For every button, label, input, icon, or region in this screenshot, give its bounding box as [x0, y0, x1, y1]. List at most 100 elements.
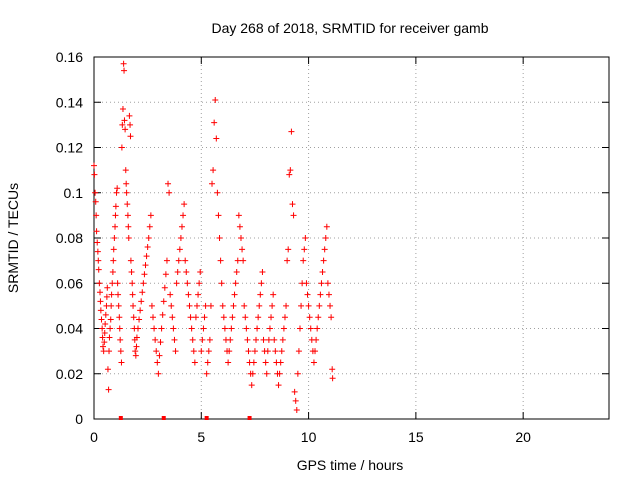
- data-point: [303, 280, 310, 287]
- data-point: [315, 314, 322, 321]
- data-point: [317, 291, 324, 298]
- data-point: [288, 128, 295, 135]
- data-point: [234, 257, 241, 264]
- data-point: [94, 248, 101, 255]
- x-tick-label: 15: [408, 429, 424, 445]
- data-point: [258, 280, 265, 287]
- data-point: [109, 280, 116, 287]
- data-point: [119, 106, 126, 113]
- data-point: [286, 171, 293, 178]
- data-point: [289, 201, 296, 208]
- data-point: [306, 314, 313, 321]
- data-point: [204, 359, 211, 366]
- data-point: [115, 302, 122, 309]
- data-point: [178, 223, 185, 230]
- data-point: [297, 325, 303, 332]
- data-point: [304, 291, 311, 298]
- data-point: [321, 246, 328, 253]
- data-point: [123, 189, 130, 196]
- data-point: [300, 257, 307, 264]
- data-point: [307, 325, 314, 332]
- data-point: [221, 325, 228, 332]
- data-point: [130, 314, 137, 321]
- data-point: [113, 189, 120, 196]
- data-point: [112, 212, 119, 219]
- data-point: [214, 189, 221, 196]
- data-point: [118, 144, 125, 151]
- data-point: [201, 314, 208, 321]
- data-point: [240, 257, 247, 264]
- data-point: [264, 348, 271, 355]
- data-point: [209, 180, 216, 187]
- data-point: [314, 325, 321, 332]
- grid: [94, 57, 609, 419]
- data-point: [105, 386, 112, 393]
- data-point: [319, 268, 326, 275]
- data-point: [121, 117, 128, 124]
- data-point: [295, 348, 302, 355]
- data-point: [239, 246, 246, 253]
- data-point: [266, 325, 273, 332]
- data-point: [236, 223, 243, 230]
- data-point: [148, 302, 155, 309]
- data-point: [243, 325, 250, 332]
- data-point: [215, 212, 222, 219]
- data-point: [248, 382, 255, 389]
- data-point: [121, 67, 128, 74]
- data-point: [291, 388, 298, 395]
- data-point: [184, 280, 191, 287]
- data-point: [255, 314, 262, 321]
- data-point: [302, 235, 309, 241]
- data-point: [122, 167, 129, 174]
- data-point: [253, 336, 260, 343]
- data-point: [107, 316, 114, 323]
- zero-marker: [204, 416, 209, 420]
- data-point: [294, 370, 301, 377]
- data-point: [301, 246, 308, 253]
- data-point: [181, 201, 188, 208]
- data-point: [199, 336, 206, 343]
- data-point: [147, 212, 154, 219]
- data-point: [207, 302, 214, 309]
- data-point: [269, 302, 276, 309]
- data-point: [107, 325, 114, 332]
- data-point: [101, 339, 108, 346]
- data-point: [120, 60, 127, 67]
- data-point: [279, 336, 286, 343]
- data-point: [150, 314, 157, 321]
- data-point: [145, 235, 152, 241]
- data-point: [325, 291, 332, 298]
- plot-frame: [93, 56, 610, 420]
- chart-title: Day 268 of 2018, SRMTID for receiver gam…: [211, 20, 488, 36]
- data-point: [133, 343, 140, 350]
- data-point: [112, 203, 119, 210]
- data-point: [122, 126, 129, 133]
- data-point: [265, 336, 272, 343]
- data-point: [329, 366, 336, 373]
- data-point: [218, 280, 225, 287]
- data-point: [143, 253, 150, 260]
- data-point: [242, 314, 249, 321]
- data-points: [91, 60, 336, 420]
- data-point: [151, 325, 158, 332]
- data-point: [206, 336, 213, 343]
- data-point: [129, 280, 136, 287]
- data-point: [244, 336, 251, 343]
- data-point: [305, 302, 312, 309]
- x-tick-label: 5: [197, 429, 205, 445]
- data-point: [237, 235, 244, 241]
- data-point: [290, 212, 297, 219]
- data-point: [158, 325, 165, 332]
- x-axis-label: GPS time / hours: [297, 457, 404, 473]
- y-tick-label: 0.14: [56, 94, 83, 110]
- data-point: [156, 352, 163, 359]
- data-point: [173, 280, 180, 287]
- data-point: [198, 348, 205, 355]
- data-point: [142, 262, 149, 269]
- data-point: [250, 359, 257, 366]
- data-point: [171, 336, 178, 343]
- data-point: [262, 359, 269, 366]
- data-point: [172, 348, 179, 355]
- data-point: [322, 235, 329, 241]
